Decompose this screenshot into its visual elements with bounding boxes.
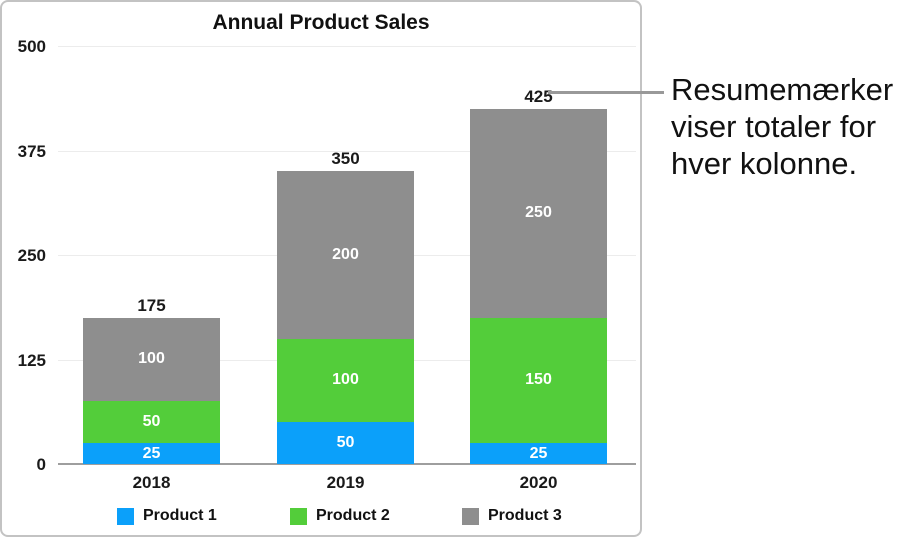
legend-color-swatch (117, 507, 134, 525)
segment-value-label: 250 (525, 204, 552, 222)
bar-segment-product-1-2018[interactable]: 25 (83, 443, 220, 464)
bar-total-label: 425 (524, 86, 553, 106)
bar-segment-product-2-2020[interactable]: 150 (470, 317, 607, 444)
segment-value-label: 150 (525, 371, 552, 389)
segment-value-label: 25 (142, 444, 161, 462)
segment-value-label: 50 (336, 434, 355, 452)
callout-line: viser totaler for (671, 109, 877, 144)
chart-panel: Annual Product Sales 0 125 250 375 500 25 50 10… (0, 0, 642, 537)
x-axis-category-label: 2019 (326, 473, 365, 492)
bar-segment-product-3-2018[interactable]: 100 (83, 317, 220, 402)
legend-color-swatch (290, 507, 307, 525)
gridline (58, 46, 636, 47)
legend-color-swatch (462, 507, 479, 525)
bar-segment-product-3-2019[interactable]: 200 (277, 171, 414, 339)
legend-label: Product 1 (143, 507, 217, 524)
x-axis-line (58, 463, 636, 465)
callout-text: Resumemærker viser totaler for hver kolo… (671, 71, 893, 182)
y-axis-tick-label: 125 (17, 350, 46, 370)
legend-label: Product 3 (488, 507, 562, 524)
segment-value-label: 25 (529, 444, 548, 462)
y-axis-tick-label: 0 (36, 455, 46, 474)
x-axis-category-label: 2018 (132, 473, 171, 492)
legend-item-product-1[interactable]: Product 1 (117, 507, 217, 525)
segment-value-label: 100 (332, 371, 359, 389)
x-axis-category-label: 2020 (519, 473, 558, 492)
bar-segment-product-2-2019[interactable]: 100 (277, 338, 414, 423)
bar-segment-product-2-2018[interactable]: 50 (83, 401, 220, 444)
legend-item-product-3[interactable]: Product 3 (462, 507, 562, 525)
callout-leader-line (548, 91, 664, 94)
legend-label: Product 2 (316, 507, 390, 524)
bar-segment-product-3-2020[interactable]: 250 (470, 108, 607, 318)
callout-line: Resumemærker (671, 72, 894, 107)
bar-total-label: 175 (137, 295, 166, 315)
chart-title: Annual Product Sales (212, 11, 430, 34)
callout-line: hver kolonne. (671, 146, 858, 181)
segment-value-label: 100 (138, 350, 165, 368)
bar-segment-product-1-2019[interactable]: 50 (277, 422, 414, 464)
y-axis-tick-label: 375 (17, 141, 46, 161)
bar-segment-product-1-2020[interactable]: 25 (470, 443, 607, 464)
gridline (58, 150, 636, 152)
y-axis-tick-label: 250 (17, 246, 46, 265)
bar-total-label: 350 (331, 149, 360, 169)
legend-item-product-2[interactable]: Product 2 (290, 507, 390, 525)
segment-value-label: 50 (142, 413, 161, 431)
segment-value-label: 200 (332, 245, 359, 263)
y-axis-tick-label: 500 (17, 37, 46, 56)
